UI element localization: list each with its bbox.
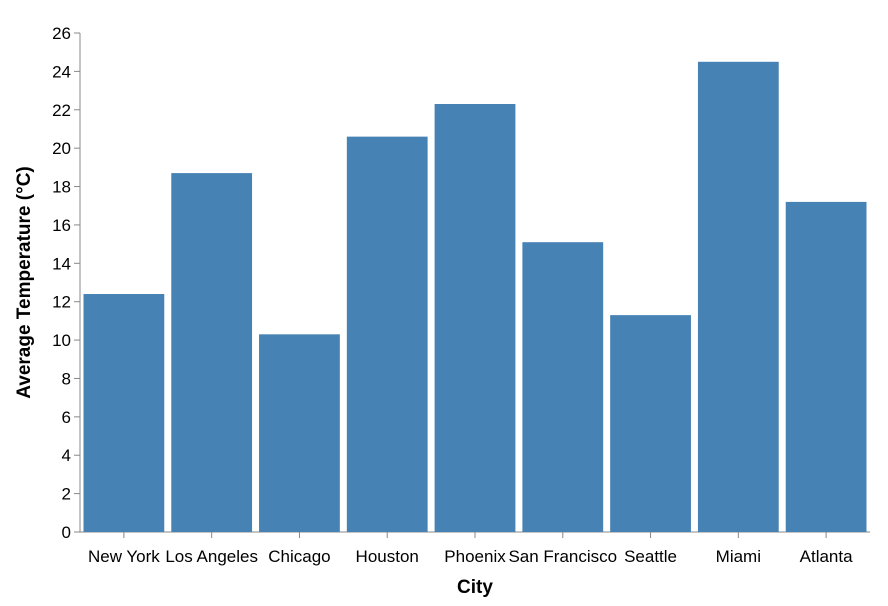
bar [259,334,340,532]
bar [785,201,867,532]
y-tick-label: 10 [52,331,71,350]
x-axis: New York Los Angeles Chicago Houston Phoenix… [80,531,870,566]
x-tick-label: San Francisco [508,547,617,566]
x-tick-label: Miami [716,547,761,566]
y-tick-label: 22 [52,101,71,120]
x-tick-label: Phoenix [444,547,506,566]
y-tick-label: 6 [62,408,71,427]
x-tick-label: Atlanta [800,547,853,566]
y-tick-label: 8 [62,369,71,388]
y-tick-label: 16 [52,216,71,235]
x-axis-title: City [457,577,493,598]
bars-group [83,61,867,533]
bar [171,173,253,532]
bar [346,136,428,532]
bar [434,104,516,532]
x-tick-label: New York [88,547,160,566]
bar [522,242,604,532]
y-tick-label: 2 [62,485,71,504]
y-tick-label: 4 [62,446,71,465]
y-tick-label: 14 [52,254,71,273]
x-tick-label: Los Angeles [165,547,258,566]
x-tick-label: Houston [356,547,419,566]
y-axis-title: Average Temperature (°C) [14,166,35,399]
bar [697,61,779,533]
x-tick-label: Seattle [624,547,677,566]
y-tick-label: 24 [52,62,71,81]
bar [83,294,165,532]
y-tick-label: 0 [62,523,71,542]
y-tick-label: 20 [52,139,71,158]
y-tick-label: 18 [52,178,71,197]
y-tick-label: 26 [52,24,71,43]
bar [610,315,691,532]
y-tick-label: 12 [52,293,71,312]
x-tick-label: Chicago [268,547,330,566]
